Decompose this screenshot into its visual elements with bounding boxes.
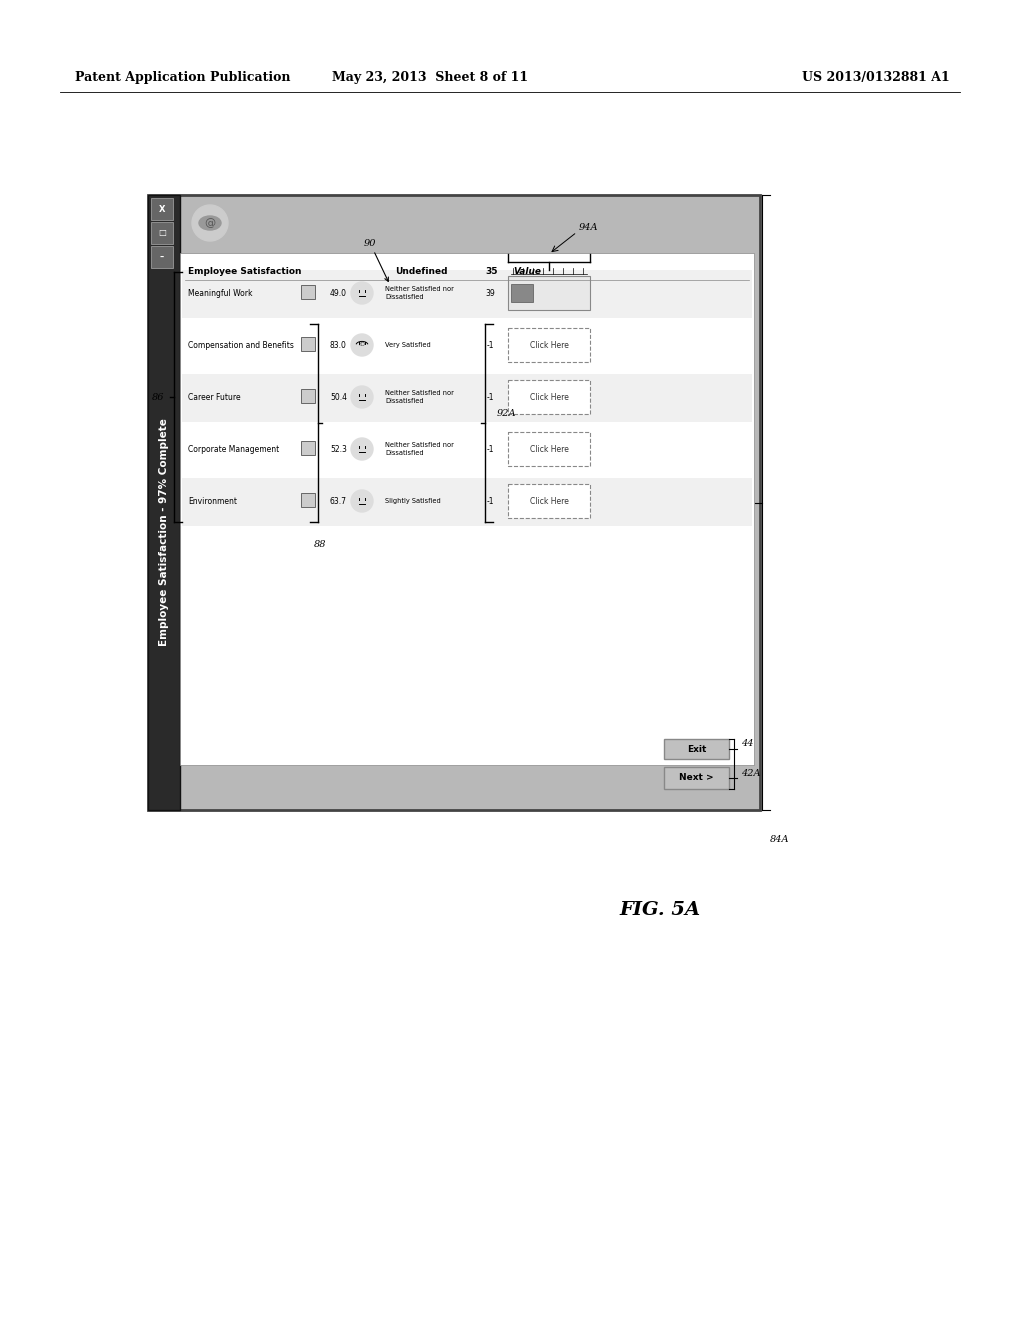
Text: 35: 35 xyxy=(485,267,498,276)
Circle shape xyxy=(193,205,228,242)
Text: Undefined: Undefined xyxy=(395,267,447,276)
Text: X: X xyxy=(159,205,165,214)
Text: Career Future: Career Future xyxy=(188,392,241,401)
Text: Click Here: Click Here xyxy=(529,341,568,350)
Bar xyxy=(664,767,729,789)
Text: May 23, 2013  Sheet 8 of 11: May 23, 2013 Sheet 8 of 11 xyxy=(332,71,528,84)
Text: Click Here: Click Here xyxy=(529,496,568,506)
Bar xyxy=(508,276,590,310)
Text: US 2013/0132881 A1: US 2013/0132881 A1 xyxy=(802,71,950,84)
Bar xyxy=(301,285,315,300)
Bar xyxy=(511,284,534,302)
Bar xyxy=(301,389,315,403)
Text: :D: :D xyxy=(358,342,366,347)
Text: 88: 88 xyxy=(313,540,327,549)
Text: Value: Value xyxy=(513,267,541,276)
Text: 44: 44 xyxy=(741,739,754,748)
Text: 42A: 42A xyxy=(741,768,761,777)
Bar xyxy=(182,271,752,318)
Text: Neither Satisfied nor
Dissatisfied: Neither Satisfied nor Dissatisfied xyxy=(385,442,454,455)
Text: -1: -1 xyxy=(486,496,494,506)
Text: 63.7: 63.7 xyxy=(330,496,347,506)
Bar xyxy=(301,492,315,507)
Text: Environment: Environment xyxy=(188,496,237,506)
Text: 92A: 92A xyxy=(497,408,516,417)
Bar xyxy=(182,374,752,422)
Text: 94A: 94A xyxy=(579,223,598,231)
Text: 49.0: 49.0 xyxy=(330,289,347,297)
Text: Exit: Exit xyxy=(687,744,707,754)
Text: -1: -1 xyxy=(486,341,494,350)
Text: FIG. 5A: FIG. 5A xyxy=(620,902,700,919)
Bar xyxy=(508,380,590,414)
Bar xyxy=(508,484,590,517)
Text: □: □ xyxy=(158,228,166,238)
Circle shape xyxy=(351,438,373,459)
Text: Compensation and Benefits: Compensation and Benefits xyxy=(188,341,294,350)
Bar xyxy=(664,739,729,759)
Bar xyxy=(151,222,173,244)
Circle shape xyxy=(351,282,373,304)
Bar xyxy=(148,195,180,810)
Text: -1: -1 xyxy=(486,445,494,454)
Ellipse shape xyxy=(199,216,221,230)
Bar xyxy=(182,322,752,370)
Text: Neither Satisfied nor
Dissatisfied: Neither Satisfied nor Dissatisfied xyxy=(385,286,454,300)
Text: Slightly Satisfied: Slightly Satisfied xyxy=(385,498,440,504)
Text: Very Satisfied: Very Satisfied xyxy=(385,342,431,348)
Text: Employee Satisfaction - 97% Complete: Employee Satisfaction - 97% Complete xyxy=(159,418,169,647)
Text: Neither Satisfied nor
Dissatisfied: Neither Satisfied nor Dissatisfied xyxy=(385,391,454,404)
Bar xyxy=(508,432,590,466)
Text: Corporate Management: Corporate Management xyxy=(188,445,280,454)
Text: 86: 86 xyxy=(152,392,164,401)
Bar xyxy=(301,441,315,455)
Text: 83.0: 83.0 xyxy=(330,341,347,350)
Text: 39: 39 xyxy=(485,289,495,297)
Bar xyxy=(182,478,752,525)
Text: -1: -1 xyxy=(486,392,494,401)
Text: Meaningful Work: Meaningful Work xyxy=(188,289,253,297)
Bar xyxy=(151,198,173,220)
Text: 90: 90 xyxy=(364,239,388,281)
Text: Employee Satisfaction: Employee Satisfaction xyxy=(188,267,301,276)
Text: 84A: 84A xyxy=(770,836,790,845)
Bar xyxy=(182,426,752,474)
Bar xyxy=(151,246,173,268)
Text: –: – xyxy=(160,252,164,261)
Text: Click Here: Click Here xyxy=(529,445,568,454)
Text: @: @ xyxy=(205,218,216,228)
Bar xyxy=(180,253,754,766)
Text: Patent Application Publication: Patent Application Publication xyxy=(75,71,291,84)
Bar xyxy=(508,327,590,362)
Circle shape xyxy=(351,385,373,408)
Bar xyxy=(301,337,315,351)
Text: 50.4: 50.4 xyxy=(330,392,347,401)
Bar xyxy=(148,195,760,810)
Text: 52.3: 52.3 xyxy=(330,445,347,454)
Circle shape xyxy=(351,334,373,356)
Text: Click Here: Click Here xyxy=(529,392,568,401)
Text: Next >: Next > xyxy=(679,774,714,783)
Circle shape xyxy=(351,490,373,512)
